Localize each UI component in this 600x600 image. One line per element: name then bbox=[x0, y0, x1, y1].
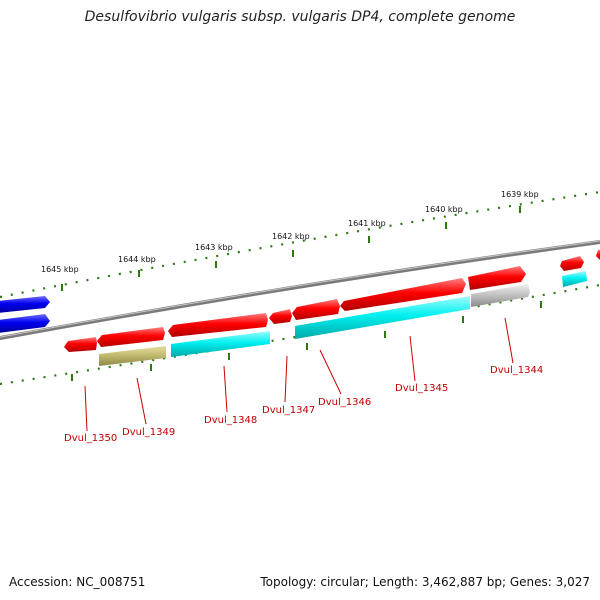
gene-arrow-red bbox=[269, 309, 292, 324]
gene-label: Dvul_1349 bbox=[122, 427, 175, 438]
gene-label: Dvul_1348 bbox=[204, 415, 257, 426]
cds-gray bbox=[471, 284, 530, 307]
tick-label: 1641 kbp bbox=[348, 219, 386, 228]
tick-label: 1639 kbp bbox=[501, 190, 539, 199]
tick-label: 1643 kbp bbox=[195, 243, 233, 252]
gene-arrow-red bbox=[596, 249, 600, 260]
gene-arrow-red bbox=[64, 337, 97, 352]
cds-cyan bbox=[295, 296, 470, 339]
genome-backbone bbox=[0, 240, 600, 341]
tick-label: 1644 kbp bbox=[118, 255, 156, 264]
label-line bbox=[284, 355, 288, 403]
gene-arrow-red bbox=[560, 256, 584, 271]
gene-arrow-red bbox=[168, 313, 268, 337]
backbone-highlight bbox=[0, 240, 600, 338]
gene-label: Dvul_1346 bbox=[318, 397, 371, 408]
cds-olive bbox=[99, 346, 166, 366]
gene-label: Dvul_1347 bbox=[262, 405, 315, 416]
label-line bbox=[504, 317, 514, 364]
accession-text: Accession: NC_008751 bbox=[9, 575, 146, 589]
gene-label: Dvul_1350 bbox=[64, 433, 117, 444]
gene-label: Dvul_1344 bbox=[490, 365, 543, 376]
cds-cyan bbox=[562, 271, 587, 287]
gene-arrow-blue bbox=[0, 314, 50, 333]
cds-cyan bbox=[171, 331, 270, 357]
gene-arrow-red bbox=[292, 299, 340, 320]
label-line bbox=[319, 349, 342, 395]
gene-arrow-red bbox=[468, 266, 526, 290]
gene-arrow-red bbox=[340, 278, 466, 311]
tick-label: 1642 kbp bbox=[272, 232, 310, 241]
tick-label: 1640 kbp bbox=[425, 205, 463, 214]
label-line bbox=[84, 385, 88, 432]
tick-label: 1645 kbp bbox=[41, 265, 79, 274]
map-title: Desulfovibrio vulgaris subsp. vulgaris D… bbox=[84, 9, 516, 25]
gene-label: Dvul_1345 bbox=[395, 383, 448, 394]
label-line bbox=[409, 335, 416, 382]
gene-arrow-red bbox=[97, 327, 165, 347]
genome-summary-text: Topology: circular; Length: 3,462,887 bp… bbox=[260, 575, 590, 589]
label-line bbox=[223, 365, 228, 413]
label-line bbox=[136, 377, 147, 425]
gene-arrow-blue bbox=[0, 296, 50, 313]
